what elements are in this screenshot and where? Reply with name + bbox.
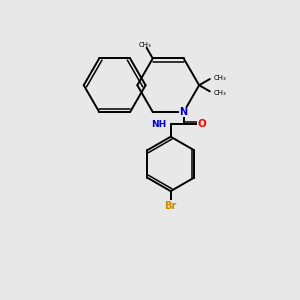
Text: CH₃: CH₃	[214, 75, 226, 81]
Text: NH: NH	[151, 120, 166, 129]
Text: N: N	[180, 107, 188, 117]
Text: CH₃: CH₃	[214, 90, 226, 96]
Text: Br: Br	[165, 201, 177, 211]
Text: CH₃: CH₃	[138, 42, 151, 48]
Text: O: O	[198, 119, 206, 129]
